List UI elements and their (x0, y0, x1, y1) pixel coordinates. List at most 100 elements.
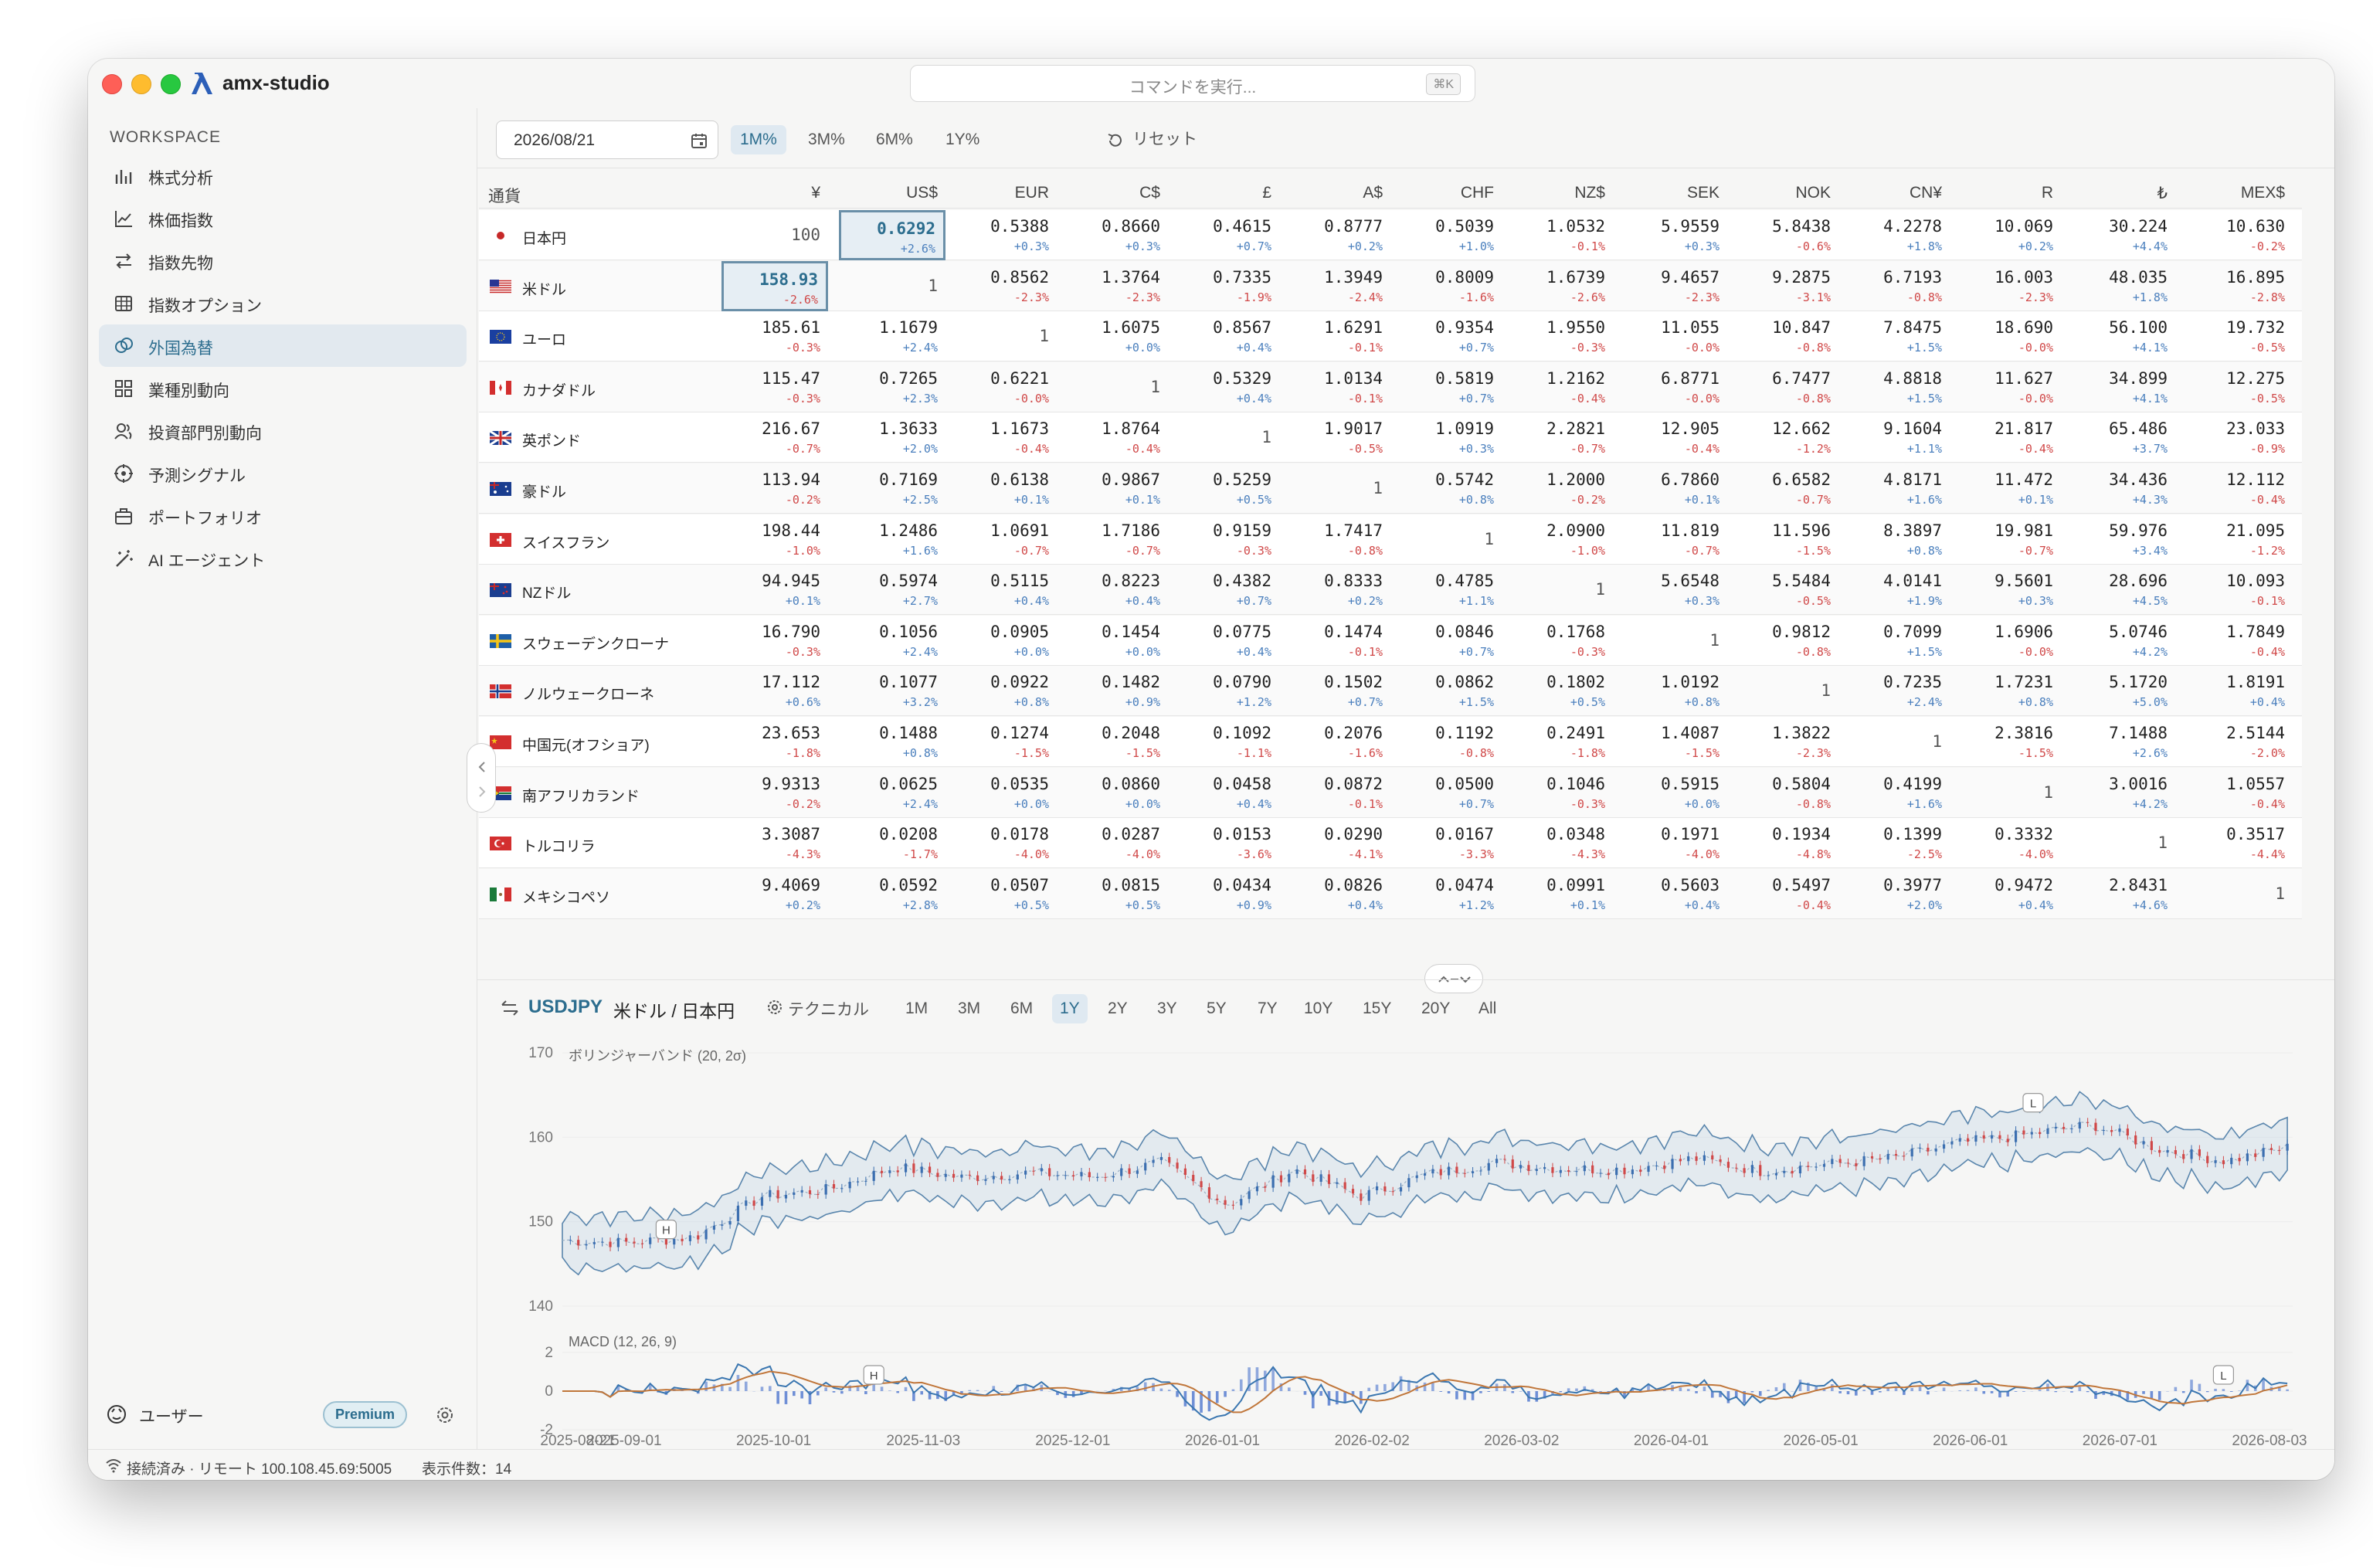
rate-cell[interactable]: 1 (1954, 768, 2061, 818)
swap-arrows-icon[interactable] (499, 999, 521, 1017)
rate-cell[interactable]: 0.4382 +0.7% (1173, 565, 1279, 615)
table-row[interactable]: トルコリラ 3.3087 -4.3% 0.0208 -1.7% 0.0178 -4.0% 0.… (479, 818, 2302, 869)
table-row[interactable]: カナダドル 115.47 -0.3% 0.7265 +2.3% 0.6221 -0.0% 1 0… (479, 361, 2302, 412)
rate-cell[interactable]: 0.0287 -4.0% (1061, 818, 1168, 868)
rate-cell[interactable]: 0.0500 +0.7% (1395, 768, 1502, 818)
rate-cell[interactable]: 1 (1506, 565, 1613, 615)
timeframe-button-2[interactable]: 6M (1010, 1000, 1034, 1017)
rate-cell[interactable]: 0.8562 -2.3% (950, 261, 1057, 311)
rate-cell[interactable]: 16.895 -2.8% (2186, 261, 2293, 311)
rate-cell[interactable]: 4.8818 +1.5% (1843, 362, 1950, 412)
column-header[interactable]: EUR (1014, 184, 1049, 202)
column-header[interactable]: NOK (1795, 184, 1831, 202)
rate-cell[interactable]: 16.003 -2.3% (1954, 261, 2061, 311)
rate-cell[interactable]: 2.5144 -2.0% (2186, 717, 2293, 767)
rate-cell[interactable]: 3.3087 -4.3% (721, 818, 828, 868)
rate-cell[interactable]: 34.436 +4.3% (2069, 463, 2175, 514)
rate-cell[interactable]: 56.100 +4.1% (2069, 311, 2175, 361)
rate-cell[interactable]: 1.3822 -2.3% (1732, 717, 1838, 767)
column-header[interactable]: A$ (1363, 184, 1383, 202)
rate-cell[interactable]: 1.0532 -0.1% (1506, 210, 1613, 260)
rate-cell[interactable]: 1 (2186, 869, 2293, 919)
rate-cell[interactable]: 185.61 -0.3% (721, 311, 828, 361)
rate-cell[interactable]: 0.9159 -0.3% (1173, 514, 1279, 565)
rate-cell[interactable]: 0.3977 +2.0% (1843, 869, 1950, 919)
rate-cell[interactable]: 1.3949 -2.4% (1284, 261, 1390, 311)
rate-cell[interactable]: 0.3332 -4.0% (1954, 818, 2061, 868)
rate-cell[interactable]: 0.7265 +2.3% (839, 362, 945, 412)
rate-cell[interactable]: 5.6548 +0.3% (1621, 565, 1727, 615)
rate-cell[interactable]: 0.1399 -2.5% (1843, 818, 1950, 868)
rate-cell[interactable]: 19.981 -0.7% (1954, 514, 2061, 565)
rate-cell[interactable]: 0.8567 +0.4% (1173, 311, 1279, 361)
rate-cell[interactable]: 0.9812 -0.8% (1732, 616, 1838, 666)
rate-cell[interactable]: 0.1971 -4.0% (1621, 818, 1727, 868)
rate-cell[interactable]: 0.5039 +1.0% (1395, 210, 1502, 260)
rate-cell[interactable]: 21.817 -0.4% (1954, 412, 2061, 463)
rate-cell[interactable]: 59.976 +3.4% (2069, 514, 2175, 565)
rate-cell[interactable]: 6.7193 -0.8% (1843, 261, 1950, 311)
rate-cell[interactable]: 0.0348 -4.3% (1506, 818, 1613, 868)
range-button-1[interactable]: 3M% (808, 131, 845, 148)
rate-cell[interactable]: 0.0922 +0.8% (950, 666, 1057, 716)
rate-cell[interactable]: 16.790 -0.3% (721, 616, 828, 666)
rate-cell[interactable]: 12.275 -0.5% (2186, 362, 2293, 412)
rate-cell[interactable]: 1 (950, 311, 1057, 361)
rate-cell[interactable]: 0.1092 -1.1% (1173, 717, 1279, 767)
timeframe-button-11[interactable]: All (1478, 1000, 1497, 1017)
rate-cell[interactable]: 5.0746 +4.2% (2069, 616, 2175, 666)
rate-cell[interactable]: 9.1604 +1.1% (1843, 412, 1950, 463)
rate-cell[interactable]: 0.4615 +0.7% (1173, 210, 1279, 260)
column-header[interactable]: NZ$ (1574, 184, 1605, 202)
column-header[interactable]: CHF (1460, 184, 1494, 202)
sidebar-item-0[interactable]: 株式分析 (99, 154, 467, 197)
rate-cell[interactable]: 1.6906 -0.0% (1954, 616, 2061, 666)
rate-cell[interactable]: 9.5601 +0.3% (1954, 565, 2061, 615)
rate-cell[interactable]: 0.0290 -4.1% (1284, 818, 1390, 868)
rate-cell[interactable]: 0.1056 +2.4% (839, 616, 945, 666)
rate-cell[interactable]: 6.7477 -0.8% (1732, 362, 1838, 412)
rate-cell[interactable]: 0.5915 +0.0% (1621, 768, 1727, 818)
table-row[interactable]: 南アフリカランド 9.9313 -0.2% 0.0625 +2.4% 0.0535 +0.0… (479, 767, 2302, 818)
table-row[interactable]: 中国元(オフショア) 23.653 -1.8% 0.1488 +0.8% 0.1274 -1… (479, 717, 2302, 767)
rate-cell[interactable]: 0.5742 +0.8% (1395, 463, 1502, 514)
rate-cell[interactable]: 113.94 -0.2% (721, 463, 828, 514)
rate-cell[interactable]: 1 (1621, 616, 1727, 666)
rate-cell[interactable]: 11.055 -0.0% (1621, 311, 1727, 361)
rate-cell[interactable]: 1.3764 -2.3% (1061, 261, 1168, 311)
rate-cell[interactable]: 1.7231 +0.8% (1954, 666, 2061, 716)
sidebar-item-2[interactable]: 指数先物 (99, 239, 467, 282)
rate-cell[interactable]: 0.0790 +1.2% (1173, 666, 1279, 716)
rate-cell[interactable]: 1 (839, 261, 945, 311)
rate-cell[interactable]: 0.8333 +0.2% (1284, 565, 1390, 615)
rate-cell[interactable]: 0.2076 -1.6% (1284, 717, 1390, 767)
rate-cell[interactable]: 3.0016 +4.2% (2069, 768, 2175, 818)
rate-cell[interactable]: 2.0900 -1.0% (1506, 514, 1613, 565)
rate-cell[interactable]: 11.596 -1.5% (1732, 514, 1838, 565)
rate-cell[interactable]: 5.5484 -0.5% (1732, 565, 1838, 615)
rate-cell[interactable]: 0.0535 +0.0% (950, 768, 1057, 818)
rate-cell[interactable]: 0.1474 -0.1% (1284, 616, 1390, 666)
rate-cell[interactable]: 0.9867 +0.1% (1061, 463, 1168, 514)
rate-cell[interactable]: 0.0991 +0.1% (1506, 869, 1613, 919)
rate-cell[interactable]: 30.224 +4.4% (2069, 210, 2175, 260)
rate-cell[interactable]: 1.2486 +1.6% (839, 514, 945, 565)
timeframe-button-8[interactable]: 10Y (1304, 1000, 1333, 1017)
sidebar-item-9[interactable]: AI エージェント (99, 537, 467, 579)
rate-cell[interactable]: 0.0208 -1.7% (839, 818, 945, 868)
rate-cell[interactable]: 28.696 +4.5% (2069, 565, 2175, 615)
rate-cell[interactable]: 0.0153 -3.6% (1173, 818, 1279, 868)
rate-cell[interactable]: 115.47 -0.3% (721, 362, 828, 412)
command-bar[interactable]: コマンドを実行... ⌘K (910, 65, 1475, 102)
rate-cell[interactable]: 0.0178 -4.0% (950, 818, 1057, 868)
rate-cell[interactable]: 1.7417 -0.8% (1284, 514, 1390, 565)
range-button-2[interactable]: 6M% (876, 131, 913, 148)
range-button-3[interactable]: 1Y% (945, 131, 980, 148)
panel-resize-handle[interactable] (1424, 964, 1483, 993)
rate-cell[interactable]: 18.690 -0.0% (1954, 311, 2061, 361)
sidebar-item-4[interactable]: 外国為替 (99, 324, 467, 367)
rate-cell[interactable]: 0.5819 +0.7% (1395, 362, 1502, 412)
rate-cell[interactable]: 0.1046 -0.3% (1506, 768, 1613, 818)
rate-cell[interactable]: 0.7099 +1.5% (1843, 616, 1950, 666)
rate-cell[interactable]: 1.6739 -2.6% (1506, 261, 1613, 311)
